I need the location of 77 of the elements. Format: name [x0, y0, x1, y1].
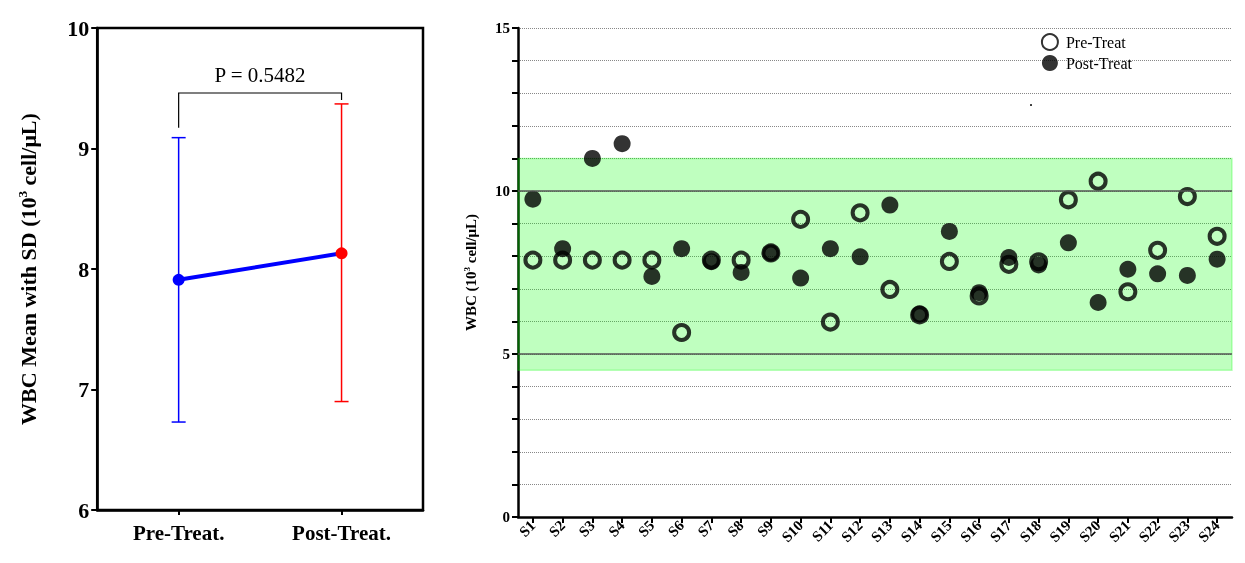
point: [1118, 282, 1138, 302]
legend-label: Post-Treat: [1065, 54, 1133, 72]
point: [940, 222, 958, 240]
x-tick-label: S13: [867, 517, 896, 546]
point: [613, 135, 631, 153]
point: [820, 312, 840, 332]
x-tick-label: S2: [545, 517, 569, 540]
point: [583, 149, 601, 167]
point: [642, 250, 662, 270]
x-tick-label: S7: [694, 516, 718, 540]
point: [792, 269, 810, 287]
point: [672, 322, 692, 342]
x-tick-label: S15: [927, 517, 956, 546]
point: [1000, 249, 1018, 266]
point: [1178, 266, 1196, 284]
point: [673, 240, 691, 258]
y-tick-label: 6: [78, 497, 90, 523]
point: [1208, 250, 1226, 268]
point: [1058, 190, 1078, 210]
x-tick-label: S18: [1016, 517, 1045, 546]
point: [881, 196, 899, 214]
point: [1089, 294, 1107, 311]
y-axis-title: WBC Mean with SD (103 cell/μL): [15, 113, 41, 425]
x-tick-label: S11: [808, 517, 837, 545]
point: [821, 240, 839, 258]
point: [880, 279, 900, 299]
point: [731, 250, 751, 270]
point: [851, 248, 869, 266]
point: [732, 264, 750, 281]
point: [1119, 260, 1137, 278]
x-tick-label: S1: [516, 517, 539, 540]
point: [1088, 171, 1108, 191]
y-tick-label: 8: [78, 256, 90, 282]
x-tick-label: S17: [986, 516, 1015, 546]
x-tick-label: S6: [664, 516, 688, 540]
annotation: P = 0.5482: [214, 62, 306, 87]
point: [1059, 234, 1077, 252]
point: [524, 190, 542, 208]
point: [939, 251, 959, 271]
y-tick-label: 5: [502, 346, 510, 362]
annotation: .: [1029, 91, 1033, 109]
point: [582, 250, 602, 270]
y-tick-label: 15: [495, 20, 510, 36]
x-tick-label: S22: [1135, 517, 1164, 546]
point: [1177, 187, 1197, 207]
y-tick-label: 7: [78, 377, 90, 402]
x-tick-label: S21: [1105, 517, 1134, 546]
x-tick-label: S16: [956, 516, 986, 546]
legend-label: Pre-Treat: [1065, 33, 1127, 51]
point: [643, 267, 661, 285]
x-tick-label: S14: [897, 516, 926, 546]
point: [554, 240, 572, 258]
x-tick-label: S19: [1046, 517, 1075, 546]
x-tick-label: S20: [1075, 517, 1104, 546]
x-tick-label: Post-Treat.: [292, 520, 392, 545]
x-tick-label: S8: [724, 517, 747, 540]
x-tick-label: S12: [837, 517, 866, 546]
y-tick-label: 9: [78, 136, 90, 161]
x-tick-label: S9: [754, 517, 777, 540]
point: [850, 203, 870, 223]
point: [791, 209, 811, 229]
x-tick-label: S3: [575, 517, 599, 540]
x-tick-label: S24: [1194, 516, 1224, 546]
x-tick-label: S23: [1165, 517, 1194, 546]
x-tick-label: S4: [605, 516, 629, 540]
point: [612, 250, 632, 270]
point: [1207, 226, 1227, 246]
x-tick-label: S5: [635, 517, 658, 540]
y-tick-label: 10: [495, 183, 510, 199]
point: [1148, 240, 1168, 260]
y-axis-title: WBC (103 cell/μL): [462, 213, 480, 332]
x-tick-label: S10: [778, 517, 807, 546]
point: [1149, 265, 1167, 283]
y-tick-label: 0: [502, 509, 510, 525]
x-tick-label: Pre-Treat.: [132, 520, 225, 545]
point: [523, 250, 543, 270]
y-tick-label: 10: [67, 15, 90, 41]
